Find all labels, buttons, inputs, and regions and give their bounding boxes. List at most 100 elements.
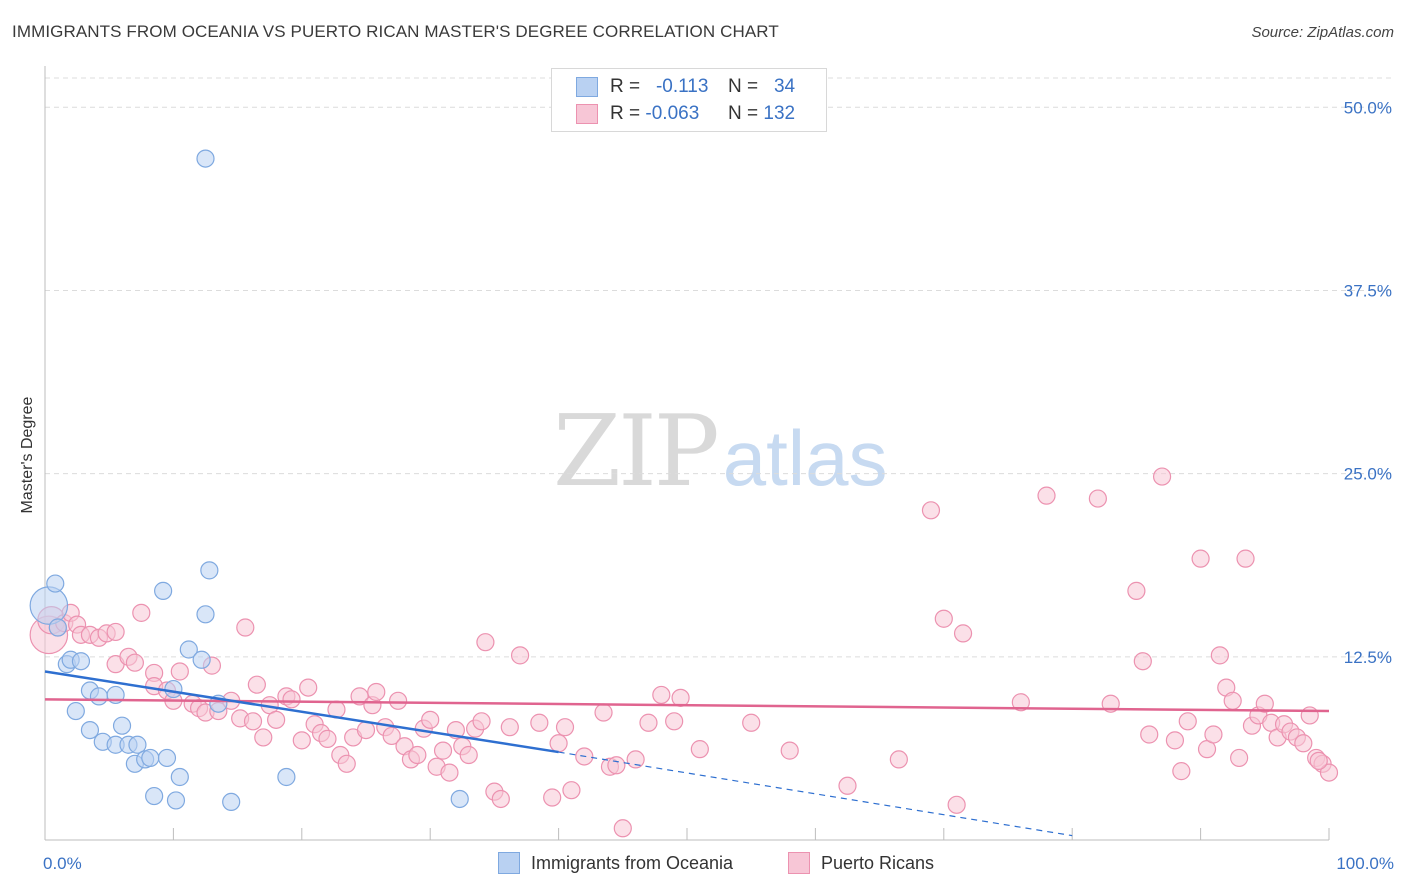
puerto-ricans-point xyxy=(1319,763,1339,782)
puerto-ricans-point xyxy=(1223,691,1242,710)
legend-n-value: 34 xyxy=(773,76,796,97)
puerto-ricans-point xyxy=(500,718,519,737)
puerto-ricans-point xyxy=(1133,652,1152,671)
watermark: ZIPatlas xyxy=(553,402,888,501)
oceania-point xyxy=(128,735,147,754)
y-tick-label: 12.5% xyxy=(1344,648,1392,667)
puerto-ricans-point xyxy=(125,653,144,672)
legend-item-oceania: Immigrants from Oceania xyxy=(498,852,733,874)
puerto-ricans-point xyxy=(652,685,671,705)
oceania-point xyxy=(112,716,132,735)
puerto-ricans-point xyxy=(350,687,369,706)
legend-row-puerto-ricans: R = -0.063 N = 132 xyxy=(576,103,795,125)
stats-legend: R = -0.113 N = 34 R = -0.063 N = 132 xyxy=(551,68,827,132)
legend-label-oceania: Immigrants from Oceania xyxy=(531,852,734,873)
oceania-point xyxy=(48,618,67,637)
puerto-ricans-point xyxy=(282,690,301,709)
puerto-ricans-point xyxy=(1088,489,1107,508)
legend-r-label: R = xyxy=(610,76,641,97)
oceania-point xyxy=(89,687,109,706)
puerto-ricans-point xyxy=(889,750,908,769)
puerto-ricans-point xyxy=(1140,725,1159,744)
oceania-point xyxy=(80,720,100,740)
trend-lines xyxy=(44,670,1330,837)
puerto-ricans-point xyxy=(236,618,255,637)
puerto-ricans-point xyxy=(953,624,973,643)
puerto-ricans-point xyxy=(838,776,857,795)
puerto-ricans-point xyxy=(613,819,632,838)
legend-swatch-pink xyxy=(576,104,598,124)
oceania-point xyxy=(157,748,177,768)
puerto-ricans-point xyxy=(1255,694,1274,713)
puerto-ricans-point xyxy=(1037,486,1056,505)
oceania-point xyxy=(66,701,85,721)
puerto-ricans-point xyxy=(1204,725,1223,744)
puerto-ricans-point xyxy=(1011,693,1030,712)
puerto-ricans-point xyxy=(459,745,478,765)
oceania-points xyxy=(29,149,469,812)
puerto-ricans-point xyxy=(1178,712,1197,731)
legend-r-value: -0.063 xyxy=(645,103,700,124)
puerto-ricans-point xyxy=(170,662,189,681)
y-tick-label: 37.5% xyxy=(1344,281,1392,300)
gridlines xyxy=(45,77,1392,658)
puerto-ricans-point xyxy=(356,720,376,740)
puerto-ricans-point xyxy=(549,734,568,753)
chart-title: IMMIGRANTS FROM OCEANIA VS PUERTO RICAN … xyxy=(12,22,779,41)
puerto-ricans-point xyxy=(594,703,613,722)
puerto-ricans-point xyxy=(299,678,318,697)
puerto-ricans-point xyxy=(607,756,626,775)
puerto-ricans-point xyxy=(472,712,491,731)
puerto-ricans-point xyxy=(491,789,510,809)
source-label: Source: ZipAtlas.com xyxy=(1251,24,1394,41)
puerto-ricans-point xyxy=(1127,581,1146,600)
puerto-ricans-point xyxy=(555,718,575,737)
puerto-ricans-point xyxy=(106,622,125,642)
puerto-ricans-point xyxy=(639,713,658,732)
oceania-point xyxy=(196,605,215,624)
puerto-ricans-point xyxy=(476,633,495,652)
oceania-point xyxy=(196,149,215,168)
puerto-ricans-point xyxy=(382,726,401,746)
puerto-ricans-point xyxy=(665,712,684,731)
legend-row-oceania: R = -0.113 N = 34 xyxy=(576,76,795,98)
puerto-ricans-point xyxy=(1230,748,1249,768)
oceania-point xyxy=(46,574,65,593)
puerto-ricans-point xyxy=(292,731,311,750)
y-tick-label: 25.0% xyxy=(1344,465,1392,484)
watermark-zip: ZIP xyxy=(553,395,720,509)
puerto-ricans-point xyxy=(318,729,337,748)
watermark-atlas: atlas xyxy=(722,414,888,502)
puerto-ricans-points xyxy=(29,467,1339,838)
oceania-point xyxy=(277,767,296,787)
legend-item-puerto-ricans: Puerto Ricans xyxy=(788,852,934,874)
puerto-ricans-point xyxy=(510,646,530,665)
puerto-ricans-point xyxy=(337,754,356,773)
puerto-ricans-point xyxy=(921,501,941,520)
puerto-ricans-point xyxy=(543,788,562,807)
oceania-point xyxy=(222,792,241,812)
legend-r-value: -0.113 xyxy=(655,76,709,97)
puerto-ricans-point xyxy=(690,740,709,759)
puerto-ricans-point xyxy=(267,710,286,729)
legend-label-puerto-ricans: Puerto Ricans xyxy=(821,852,935,873)
puerto-ricans-point xyxy=(132,603,151,622)
oceania-point xyxy=(166,791,186,810)
puerto-ricans-point xyxy=(626,750,645,769)
puerto-ricans-point xyxy=(1300,706,1319,725)
puerto-ricans-point xyxy=(408,745,427,765)
puerto-ricans-trend-line xyxy=(44,698,1330,713)
puerto-ricans-point xyxy=(1191,549,1210,568)
oceania-point xyxy=(154,581,173,600)
puerto-ricans-point xyxy=(1210,646,1229,665)
legend-n-label: N = xyxy=(728,103,759,124)
oceania-point xyxy=(145,786,164,806)
puerto-ricans-point xyxy=(247,675,266,694)
puerto-ricans-point xyxy=(530,713,549,732)
oceania-trend-extension xyxy=(558,751,1073,837)
puerto-ricans-point xyxy=(243,712,263,731)
puerto-ricans-point xyxy=(1165,731,1185,750)
puerto-ricans-point xyxy=(947,795,966,814)
oceania-point xyxy=(192,650,211,669)
